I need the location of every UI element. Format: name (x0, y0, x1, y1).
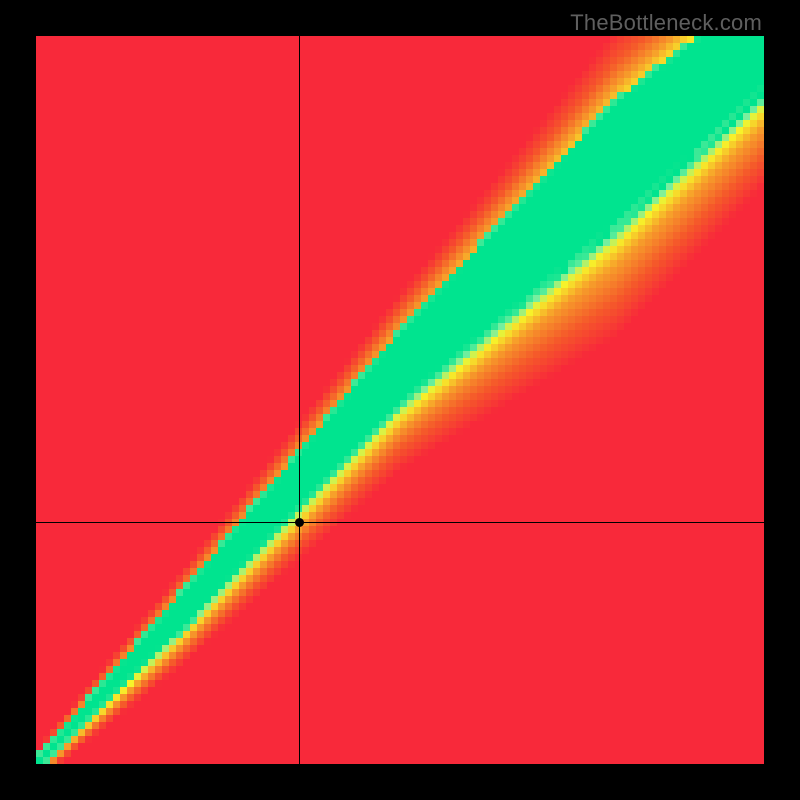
bottleneck-heatmap (36, 36, 764, 764)
watermark-text: TheBottleneck.com (570, 10, 762, 36)
chart-stage: TheBottleneck.com (0, 0, 800, 800)
crosshair-dot (295, 518, 304, 527)
crosshair-vertical (299, 36, 301, 764)
crosshair-horizontal (36, 522, 764, 524)
